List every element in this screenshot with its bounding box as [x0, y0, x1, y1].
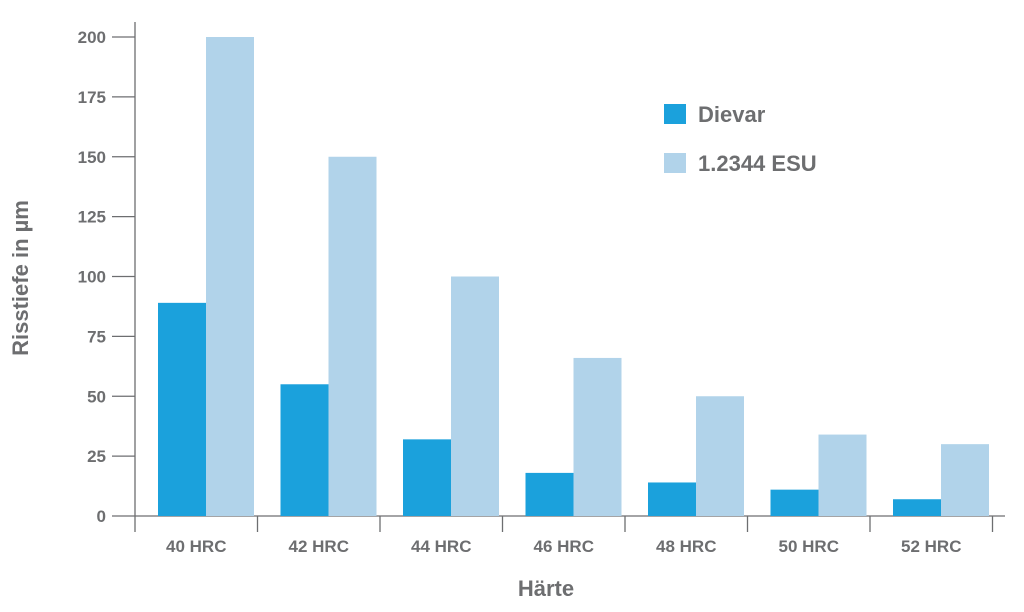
x-tick-label: 40 HRC — [166, 537, 226, 556]
bar-esu — [328, 156, 377, 516]
x-tick-label: 52 HRC — [901, 537, 961, 556]
y-tick-label: 75 — [87, 327, 106, 346]
bar-esu — [696, 396, 744, 516]
bar-esu — [206, 37, 254, 516]
bar-esu — [818, 434, 867, 516]
legend-swatch-esu — [664, 153, 686, 173]
y-tick-label: 50 — [87, 387, 106, 406]
y-tick-label: 0 — [97, 507, 106, 526]
bar-esu — [451, 276, 499, 516]
legend-label-esu: 1.2344 ESU — [698, 151, 817, 176]
x-axis-title: Härte — [518, 576, 574, 601]
y-tick-label: 25 — [87, 447, 106, 466]
bar-dievar — [403, 439, 451, 516]
legend: Dievar 1.2344 ESU — [664, 102, 817, 176]
legend-label-dievar: Dievar — [698, 102, 766, 127]
x-axis-ticks: 40 HRC 42 HRC 44 HRC 46 HRC 48 HRC 50 HRC 52 H… — [134, 516, 994, 556]
bar-dievar — [525, 472, 574, 516]
bar-dievar — [648, 482, 696, 516]
bar-esu — [941, 444, 989, 516]
y-tick-label: 200 — [78, 28, 106, 47]
y-tick-label: 175 — [78, 88, 106, 107]
y-tick-label: 150 — [78, 148, 106, 167]
x-tick-label: 46 HRC — [534, 537, 594, 556]
y-axis-title: Risstiefe in µm — [8, 200, 33, 356]
y-axis-ticks: 0 25 50 75 100 125 150 175 200 — [78, 28, 135, 526]
bar-dievar — [893, 499, 941, 516]
bar-esu — [573, 357, 622, 516]
x-tick-label: 50 HRC — [779, 537, 839, 556]
y-tick-label: 100 — [78, 268, 106, 287]
legend-swatch-dievar — [664, 104, 686, 124]
bar-dievar — [158, 302, 206, 516]
x-tick-label: 44 HRC — [411, 537, 471, 556]
bar-dievar — [770, 489, 819, 516]
y-tick-label: 125 — [78, 208, 106, 227]
bar-dievar — [280, 384, 329, 516]
x-tick-label: 48 HRC — [656, 537, 716, 556]
x-tick-label: 42 HRC — [289, 537, 349, 556]
bars — [158, 37, 989, 516]
